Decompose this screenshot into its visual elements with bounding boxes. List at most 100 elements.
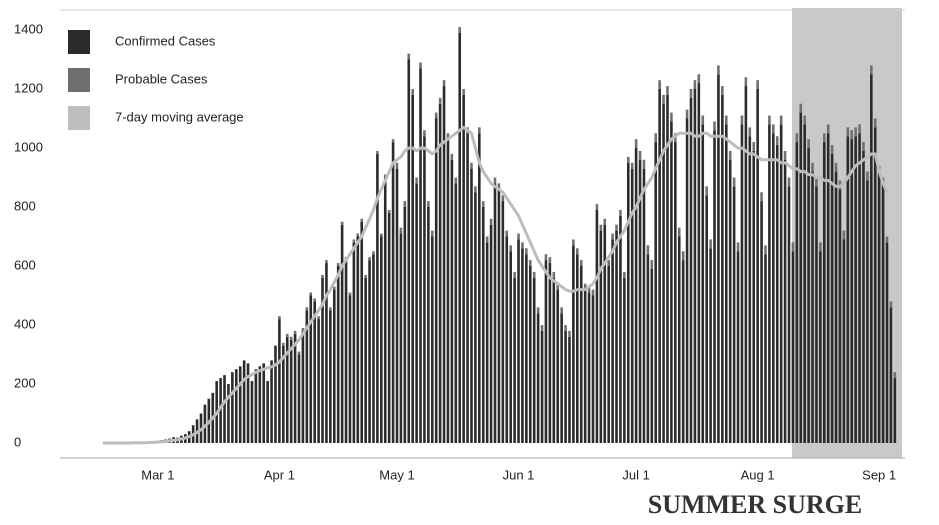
bar <box>803 115 806 125</box>
bar <box>501 195 505 202</box>
bar <box>442 86 446 444</box>
bar <box>305 307 309 311</box>
bar <box>442 80 446 87</box>
bar <box>862 142 865 151</box>
bar <box>407 59 411 443</box>
bar <box>411 89 414 95</box>
bar <box>728 159 732 444</box>
bar <box>376 153 379 443</box>
bar <box>866 171 869 181</box>
bar <box>517 239 520 443</box>
bar <box>870 74 873 443</box>
bar <box>368 260 371 443</box>
legend-label: Probable Cases <box>115 71 208 86</box>
bar <box>568 336 571 443</box>
bar <box>815 186 818 443</box>
bar <box>666 86 669 95</box>
bar <box>395 162 399 169</box>
y-tick-label: 1200 <box>14 80 43 95</box>
bar <box>740 124 744 444</box>
bar <box>579 260 583 266</box>
bar <box>560 307 563 314</box>
bar <box>866 180 869 443</box>
bar <box>799 103 803 113</box>
bar <box>572 239 575 246</box>
bar <box>685 118 689 443</box>
bar <box>399 233 403 443</box>
bar <box>591 289 595 296</box>
bar <box>658 89 661 443</box>
bar <box>501 201 505 443</box>
bar <box>427 201 430 207</box>
bar <box>329 307 332 311</box>
legend-label: 7-day moving average <box>115 109 244 124</box>
bar <box>246 363 250 443</box>
bar <box>313 301 316 443</box>
bar <box>227 384 230 443</box>
bar <box>376 150 379 154</box>
bar <box>830 145 834 154</box>
bar <box>807 139 810 148</box>
bar <box>544 260 548 443</box>
bar <box>822 133 826 143</box>
bar <box>223 375 226 443</box>
bar <box>615 230 618 443</box>
bar <box>724 124 728 444</box>
bar <box>768 115 771 125</box>
bar <box>521 248 524 443</box>
bar <box>415 183 418 443</box>
y-tick-label: 1400 <box>14 21 43 36</box>
bar <box>360 221 364 443</box>
bar <box>587 292 591 443</box>
bar <box>791 242 795 252</box>
bar <box>662 94 665 104</box>
bar <box>270 360 273 443</box>
bar <box>834 171 838 443</box>
bar <box>415 177 418 184</box>
bar <box>356 236 360 443</box>
bar <box>791 251 795 443</box>
bar <box>889 307 893 443</box>
bar <box>662 103 665 443</box>
bar <box>873 127 877 443</box>
bar <box>646 245 650 255</box>
bar <box>348 295 352 443</box>
bar <box>670 121 673 443</box>
bar <box>587 286 591 293</box>
bar <box>517 233 520 240</box>
bar <box>877 171 881 443</box>
bar <box>317 319 320 443</box>
bar <box>681 251 685 261</box>
y-tick-label: 400 <box>14 316 36 331</box>
bar <box>380 236 383 443</box>
bar <box>325 260 328 264</box>
bar <box>485 236 489 243</box>
bar <box>807 148 810 443</box>
bar <box>513 271 516 278</box>
bar <box>528 260 532 266</box>
bar <box>423 136 426 443</box>
bar <box>638 150 642 160</box>
bar <box>242 360 246 443</box>
bar <box>372 254 375 443</box>
bar <box>470 168 473 443</box>
bar <box>203 404 207 443</box>
bar <box>454 183 458 443</box>
legend-swatch <box>68 106 90 130</box>
bar <box>709 248 712 443</box>
bar <box>552 277 556 443</box>
annotation: SUMMER SURGE <box>648 490 863 519</box>
bar <box>540 325 544 331</box>
bar <box>576 254 579 443</box>
bar <box>838 189 842 443</box>
bar <box>744 77 748 87</box>
bar <box>795 133 799 143</box>
bar <box>736 251 740 443</box>
bar <box>364 277 367 443</box>
bar <box>862 150 865 443</box>
bar <box>846 127 850 137</box>
bar <box>513 277 516 443</box>
bar <box>458 27 462 33</box>
bar <box>822 142 826 443</box>
bar <box>564 325 567 331</box>
